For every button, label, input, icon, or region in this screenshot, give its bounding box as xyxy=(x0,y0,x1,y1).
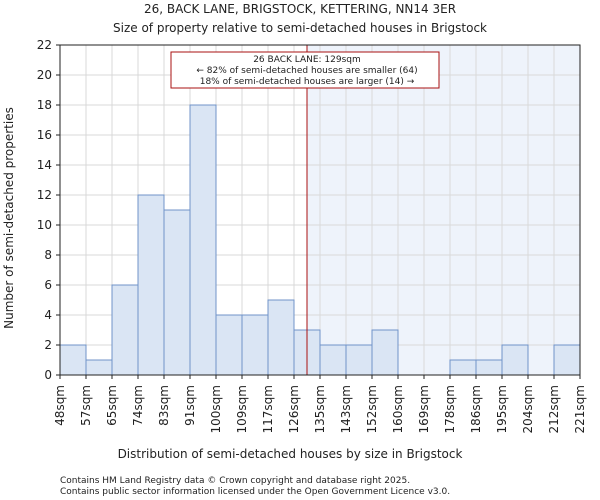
bar xyxy=(241,314,269,376)
y-tick-label: 0 xyxy=(44,368,52,382)
bar xyxy=(475,359,503,376)
x-tick-label: 204sqm xyxy=(521,385,535,433)
bars xyxy=(59,104,581,376)
x-tick-label: 186sqm xyxy=(469,385,483,433)
y-tick-label: 16 xyxy=(37,128,52,142)
y-tick-label: 18 xyxy=(37,98,52,112)
annotation-line-2: ← 82% of semi-detached houses are smalle… xyxy=(196,66,417,76)
x-tick-label: 212sqm xyxy=(547,385,561,433)
annotation: 26 BACK LANE: 129sqm ← 82% of semi-detac… xyxy=(170,51,440,89)
bar xyxy=(345,344,373,376)
bar xyxy=(163,209,191,376)
x-tick-label: 160sqm xyxy=(391,385,405,433)
y-tick-label: 20 xyxy=(37,68,52,82)
x-tick-label: 91sqm xyxy=(183,385,197,426)
x-tick-label: 195sqm xyxy=(495,385,509,433)
x-axis-label: Distribution of semi-detached houses by … xyxy=(118,447,463,461)
y-tick-label: 6 xyxy=(44,278,52,292)
y-axis-ticks: 0 2 4 6 8 10 12 14 16 18 20 22 xyxy=(37,38,60,382)
footer-line-1: Contains HM Land Registry data © Crown c… xyxy=(60,476,410,486)
bar xyxy=(85,359,113,376)
chart-title: 26, BACK LANE, BRIGSTOCK, KETTERING, NN1… xyxy=(144,2,456,16)
y-tick-label: 12 xyxy=(37,188,52,202)
footer-line-2: Contains public sector information licen… xyxy=(60,487,450,497)
y-tick-label: 8 xyxy=(44,248,52,262)
larger-region-highlight xyxy=(307,45,580,375)
annotation-line-3: 18% of semi-detached houses are larger (… xyxy=(200,77,415,87)
x-tick-label: 152sqm xyxy=(365,385,379,433)
x-tick-label: 221sqm xyxy=(573,385,587,433)
bar xyxy=(189,104,217,376)
bar xyxy=(371,329,399,376)
x-tick-label: 109sqm xyxy=(235,385,249,433)
bar xyxy=(501,344,529,376)
bar xyxy=(319,344,347,376)
y-tick-label: 10 xyxy=(37,218,52,232)
bar xyxy=(553,344,581,376)
y-tick-label: 14 xyxy=(37,158,52,172)
x-tick-label: 135sqm xyxy=(313,385,327,433)
x-tick-label: 143sqm xyxy=(339,385,353,433)
bar xyxy=(449,359,477,376)
y-tick-label: 22 xyxy=(37,38,52,52)
y-tick-label: 2 xyxy=(44,338,52,352)
x-tick-label: 117sqm xyxy=(261,385,275,433)
x-tick-label: 100sqm xyxy=(209,385,223,433)
x-tick-label: 126sqm xyxy=(287,385,301,433)
bar xyxy=(267,299,295,376)
y-tick-label: 4 xyxy=(44,308,52,322)
x-tick-label: 74sqm xyxy=(131,385,145,426)
chart-subtitle: Size of property relative to semi-detach… xyxy=(113,21,487,35)
bar xyxy=(137,194,165,376)
annotation-line-1: 26 BACK LANE: 129sqm xyxy=(253,55,361,65)
x-axis-ticks: 48sqm 57sqm 65sqm 74sqm 83sqm 91sqm 100sqm 109s… xyxy=(53,375,587,433)
bar xyxy=(215,314,243,376)
x-tick-label: 57sqm xyxy=(79,385,93,426)
bar xyxy=(59,344,87,376)
y-axis-label: Number of semi-detached properties xyxy=(2,107,16,329)
x-tick-label: 169sqm xyxy=(417,385,431,433)
annotation-box xyxy=(170,51,440,89)
x-tick-label: 178sqm xyxy=(443,385,457,433)
x-tick-label: 48sqm xyxy=(53,385,67,426)
x-tick-label: 65sqm xyxy=(105,385,119,426)
bar xyxy=(111,284,139,376)
x-tick-label: 83sqm xyxy=(157,385,171,426)
